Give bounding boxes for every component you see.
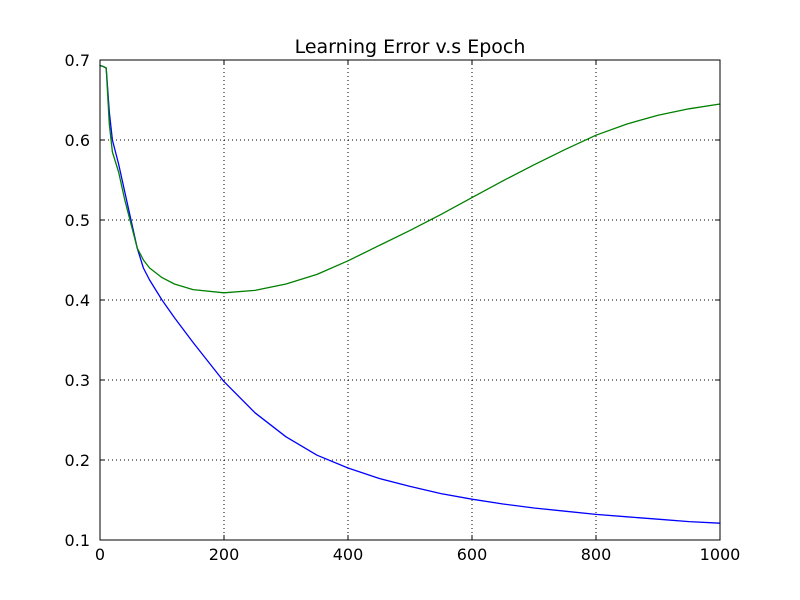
y-axis-tick-labels: 0.1 0.2 0.3 0.4 0.5 0.6 0.7 (65, 51, 90, 550)
x-tick-label: 400 (333, 545, 364, 564)
tick-marks (99, 59, 721, 541)
y-tick-label: 0.5 (65, 211, 90, 230)
x-tick-label: 600 (457, 545, 488, 564)
series-layer (99, 64, 721, 524)
chart-title: Learning Error v.s Epoch (295, 36, 526, 58)
y-tick-label: 0.7 (65, 51, 90, 70)
series-line-2 (99, 64, 721, 294)
y-tick-label: 0.4 (65, 291, 90, 310)
x-tick-label: 1000 (700, 545, 741, 564)
x-axis-tick-labels: 0 200 400 600 800 1000 (95, 545, 740, 564)
y-tick-label: 0.3 (65, 371, 90, 390)
x-tick-label: 0 (95, 545, 105, 564)
y-tick-label: 0.1 (65, 531, 90, 550)
y-tick-label: 0.6 (65, 131, 90, 150)
grid (99, 59, 721, 541)
x-tick-label: 800 (581, 545, 612, 564)
y-tick-label: 0.2 (65, 451, 90, 470)
series-line-1 (99, 64, 721, 524)
x-tick-label: 200 (209, 545, 240, 564)
